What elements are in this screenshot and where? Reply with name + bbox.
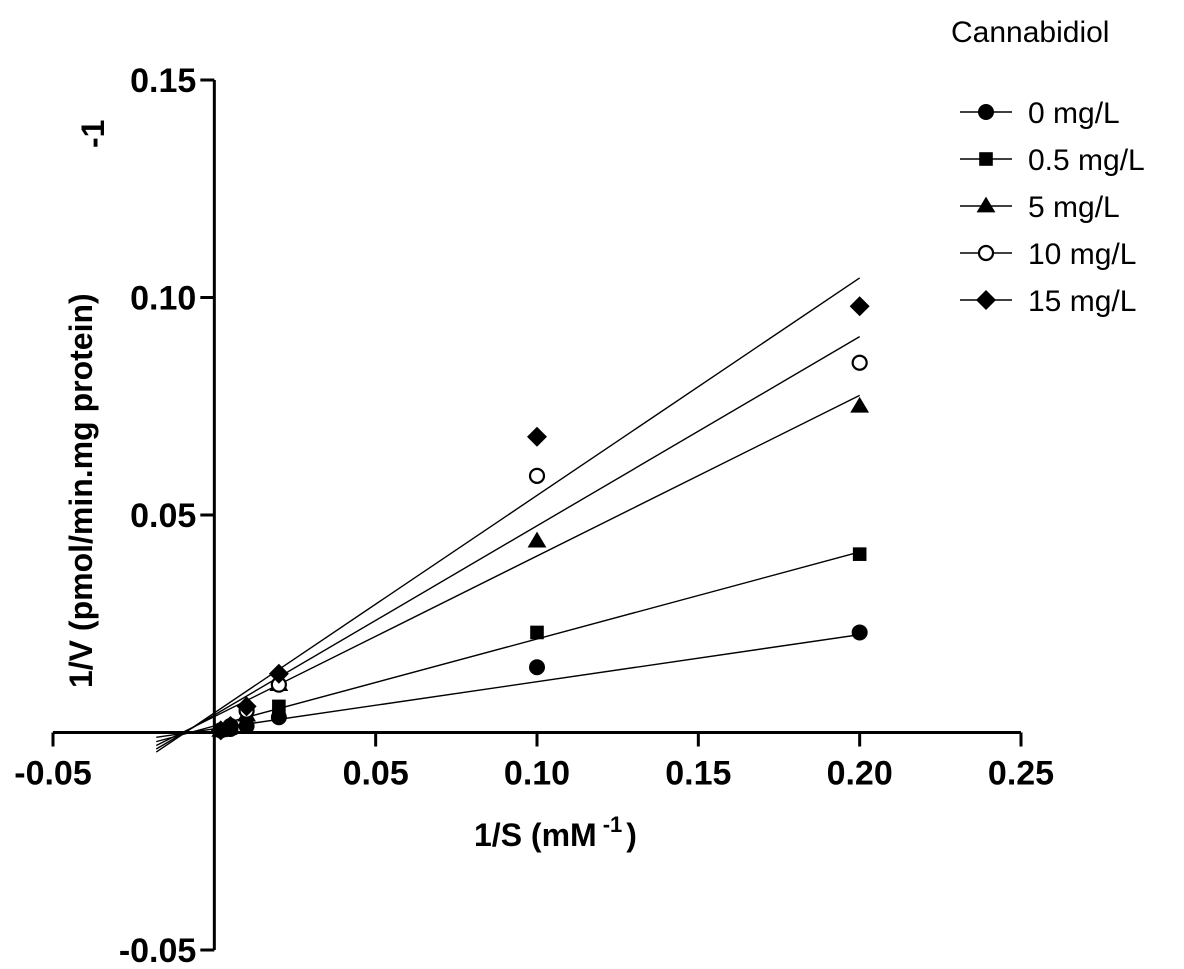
data-point — [850, 396, 870, 413]
legend-label: 10 mg/L — [1028, 238, 1136, 271]
x-axis-title-main: 1/S (mM — [474, 817, 597, 853]
x-tick-label: 0.20 — [827, 755, 893, 793]
data-point — [851, 624, 868, 641]
y-tick-label: 0.15 — [130, 62, 196, 100]
data-point — [529, 659, 545, 676]
x-axis-title: 1/S (mM -1) — [474, 812, 637, 853]
legend-marker — [976, 196, 996, 213]
y-axis-title-superscript: -1 — [75, 120, 111, 148]
x-tick-label: 0.05 — [343, 755, 409, 793]
legend-label: 15 mg/L — [1028, 285, 1136, 318]
data-point — [852, 547, 867, 561]
x-ticks: -0.05 0.05 0.10 0.15 0.20 0.25 — [14, 732, 1054, 793]
legend-marker — [978, 104, 994, 120]
x-tick-label: 0.25 — [988, 755, 1054, 793]
y-ticks: 0.15 0.10 0.05 -0.05 — [119, 62, 215, 969]
data-point — [527, 531, 547, 548]
y-tick-label: 0.10 — [130, 280, 196, 318]
y-tick-label: -0.05 — [119, 932, 197, 969]
data-point — [272, 699, 286, 714]
fit-line — [156, 633, 860, 738]
x-tick-label: 0.15 — [665, 755, 731, 793]
fit-line — [155, 394, 860, 747]
x-axis-title-close: ) — [626, 817, 637, 853]
legend-label: 5 mg/L — [1028, 191, 1120, 224]
fit-line — [155, 336, 861, 750]
fit-line — [156, 551, 860, 743]
legend-marker — [977, 244, 995, 262]
data-point — [851, 354, 868, 371]
x-tick-label: -0.05 — [14, 755, 92, 793]
legend-marker — [976, 290, 996, 310]
legend-label: 0.5 mg/L — [1028, 144, 1145, 177]
data-point — [527, 426, 547, 447]
legend-marker — [979, 152, 993, 166]
x-tick-label: 0.10 — [504, 755, 570, 793]
legend: 0 mg/L 0.5 mg/L 5 mg/L 10 mg/L 15 mg/L — [960, 97, 1145, 318]
fit-lines — [155, 277, 861, 753]
data-point — [220, 715, 241, 736]
data-point — [849, 296, 870, 317]
legend-title: Cannabidiol — [951, 16, 1109, 49]
legend-label: 0 mg/L — [1028, 97, 1120, 130]
y-axis-title: 1/V (pmol/min.mg protein) — [63, 293, 99, 688]
data-point — [268, 663, 289, 684]
x-axis-title-superscript: -1 — [603, 812, 623, 837]
data-point — [270, 709, 287, 726]
data-point — [236, 696, 257, 717]
data-point — [528, 467, 546, 484]
y-tick-label: 0.05 — [130, 497, 196, 535]
data-points — [210, 296, 870, 741]
data-point — [530, 625, 544, 640]
fit-line — [155, 277, 861, 753]
